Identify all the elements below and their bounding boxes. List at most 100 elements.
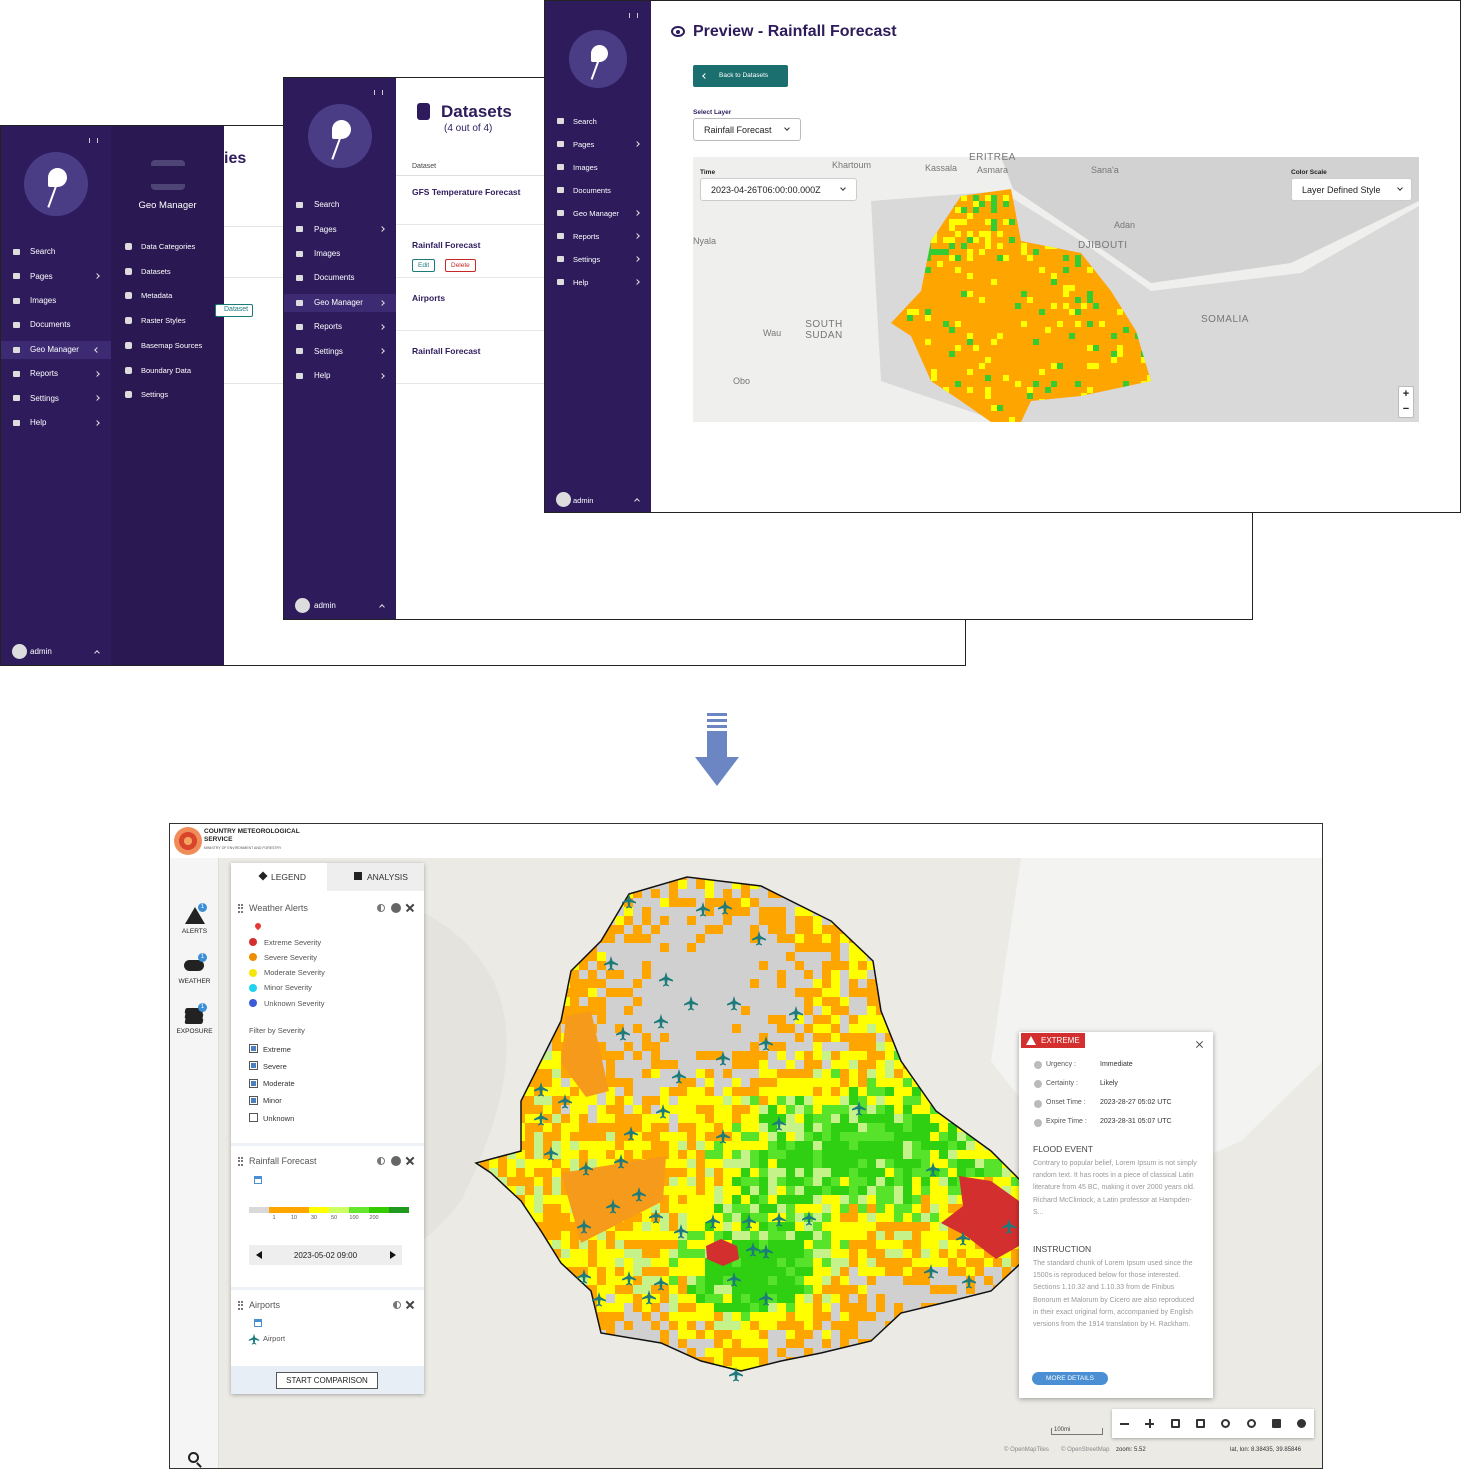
menu-item[interactable]: Images xyxy=(545,158,651,176)
severity-checkbox[interactable] xyxy=(249,1078,258,1088)
attribution[interactable]: © OpenStreetMap xyxy=(1061,1447,1110,1453)
collapse-icon[interactable] xyxy=(89,138,98,143)
zoom-button[interactable]: − xyxy=(1402,403,1410,415)
submenu-item[interactable]: Boundary Data xyxy=(111,362,224,380)
user-menu[interactable]: admin xyxy=(284,597,396,615)
panel-tab[interactable]: ANALYSIS xyxy=(327,863,424,891)
raster-cell xyxy=(516,1168,525,1177)
menu-item[interactable]: Geo Manager xyxy=(545,204,651,222)
popup-close[interactable] xyxy=(1195,1040,1204,1049)
submenu-item[interactable]: Data Categories xyxy=(111,238,224,256)
severity-checkbox[interactable] xyxy=(249,1113,258,1123)
raster-cell xyxy=(651,1096,660,1105)
panel-tab[interactable]: LEGEND xyxy=(231,863,327,891)
raster-cell xyxy=(534,1132,543,1141)
menu-item[interactable]: Help xyxy=(545,273,651,291)
raster-cell xyxy=(642,1312,651,1321)
opacity-button[interactable] xyxy=(377,904,385,912)
menu-icon xyxy=(296,372,303,379)
submenu-item[interactable]: Settings xyxy=(111,386,224,404)
rail-button[interactable]: 1 ALERTS xyxy=(170,902,219,950)
menu-item[interactable]: Search xyxy=(545,112,651,130)
time-select[interactable]: 2023-04-26T06:00:00.000Z xyxy=(700,178,857,201)
raster-cell xyxy=(777,1258,786,1267)
menu-item[interactable]: Images xyxy=(284,245,396,263)
menu-item[interactable]: Help xyxy=(284,367,396,385)
submenu-item[interactable]: Raster Styles xyxy=(111,312,224,330)
menu-item[interactable]: Settings xyxy=(284,342,396,360)
row-action[interactable]: Edit xyxy=(412,259,436,272)
zoom-button[interactable]: + xyxy=(1402,388,1410,400)
toolbar-button[interactable] xyxy=(1117,1416,1132,1431)
severity-checkbox[interactable] xyxy=(249,1061,258,1071)
remove-button[interactable] xyxy=(405,1300,415,1310)
chevron xyxy=(379,299,385,306)
info-button[interactable] xyxy=(391,1156,401,1166)
severity-checkbox[interactable] xyxy=(249,1095,258,1105)
toolbar-button[interactable] xyxy=(1294,1416,1309,1431)
menu-item[interactable]: Settings xyxy=(1,389,111,407)
menu-item[interactable]: Documents xyxy=(545,181,651,199)
color-scale-select[interactable]: Layer Defined Style xyxy=(1291,178,1412,201)
compare-button[interactable]: START COMPARISON xyxy=(276,1372,378,1389)
menu-item[interactable]: Search xyxy=(284,196,396,214)
layer-select[interactable]: Rainfall Forecast xyxy=(693,118,801,141)
dataset-name[interactable]: Rainfall Forecast xyxy=(412,346,481,356)
toolbar-button[interactable] xyxy=(1269,1416,1284,1431)
collapse-icon[interactable] xyxy=(629,13,638,18)
rail-button[interactable]: SEARCH xyxy=(170,1446,219,1468)
remove-button[interactable] xyxy=(405,903,415,913)
opacity-button[interactable] xyxy=(377,1157,385,1165)
raster-cell xyxy=(588,988,597,997)
menu-item[interactable]: Reports xyxy=(545,227,651,245)
raster-cell xyxy=(543,1123,552,1132)
menu-item[interactable]: Settings xyxy=(545,250,651,268)
rail-button[interactable]: 1 EXPOSURE xyxy=(170,1002,219,1050)
caret xyxy=(634,498,640,504)
dataset-name[interactable]: GFS Temperature Forecast xyxy=(412,187,521,197)
toolbar-button[interactable] xyxy=(1142,1416,1157,1431)
toolbar-button[interactable] xyxy=(1193,1416,1208,1431)
submenu-item[interactable]: Datasets xyxy=(111,263,224,281)
add-dataset-button[interactable]: Dataset xyxy=(215,304,254,317)
raster-cell xyxy=(768,1159,777,1168)
menu-item[interactable]: Geo Manager xyxy=(1,340,111,359)
raster-cell xyxy=(687,1096,696,1105)
raster-cell xyxy=(543,1231,552,1240)
user-menu[interactable]: admin xyxy=(1,643,111,661)
menu-item[interactable]: Pages xyxy=(545,135,651,153)
submenu-item[interactable]: Basemap Sources xyxy=(111,337,224,355)
prev-button[interactable] xyxy=(256,1251,262,1259)
back-button[interactable]: Back to Datasets xyxy=(693,65,788,87)
menu-item[interactable]: Help xyxy=(1,414,111,432)
raster-cell xyxy=(867,1114,876,1123)
menu-item[interactable]: Pages xyxy=(1,267,111,285)
menu-item[interactable]: Reports xyxy=(1,365,111,383)
menu-item[interactable]: Search xyxy=(1,243,111,261)
menu-item[interactable]: Reports xyxy=(284,318,396,336)
info-button[interactable] xyxy=(391,903,401,913)
menu-item[interactable]: Documents xyxy=(1,316,111,334)
section-title: FLOOD EVENT xyxy=(1033,1144,1093,1154)
dataset-name[interactable]: Rainfall Forecast xyxy=(412,240,481,250)
next-button[interactable] xyxy=(390,1251,396,1259)
row-action[interactable]: Delete xyxy=(445,259,476,272)
toolbar-button[interactable] xyxy=(1218,1416,1233,1431)
user-menu[interactable]: admin xyxy=(545,491,651,509)
toolbar-button[interactable] xyxy=(1168,1416,1183,1431)
attribution[interactable]: © OpenMapTiles xyxy=(1004,1447,1049,1453)
opacity-button[interactable] xyxy=(393,1301,401,1309)
menu-item[interactable]: Pages xyxy=(284,220,396,238)
dataset-name[interactable]: Airports xyxy=(412,293,446,303)
submenu-item[interactable]: Metadata xyxy=(111,287,224,305)
rail-button[interactable]: 1 WEATHER xyxy=(170,952,219,1000)
more-details-button[interactable]: MORE DETAILS xyxy=(1032,1372,1108,1385)
toolbar-button[interactable] xyxy=(1244,1416,1259,1431)
menu-item[interactable]: Images xyxy=(1,292,111,310)
menu-item[interactable]: Documents xyxy=(284,269,396,287)
menu-item[interactable]: Geo Manager xyxy=(284,293,396,312)
remove-button[interactable] xyxy=(405,1156,415,1166)
severity-checkbox[interactable] xyxy=(249,1044,258,1053)
collapse-icon[interactable] xyxy=(374,90,383,95)
raster-cell xyxy=(696,1177,705,1186)
